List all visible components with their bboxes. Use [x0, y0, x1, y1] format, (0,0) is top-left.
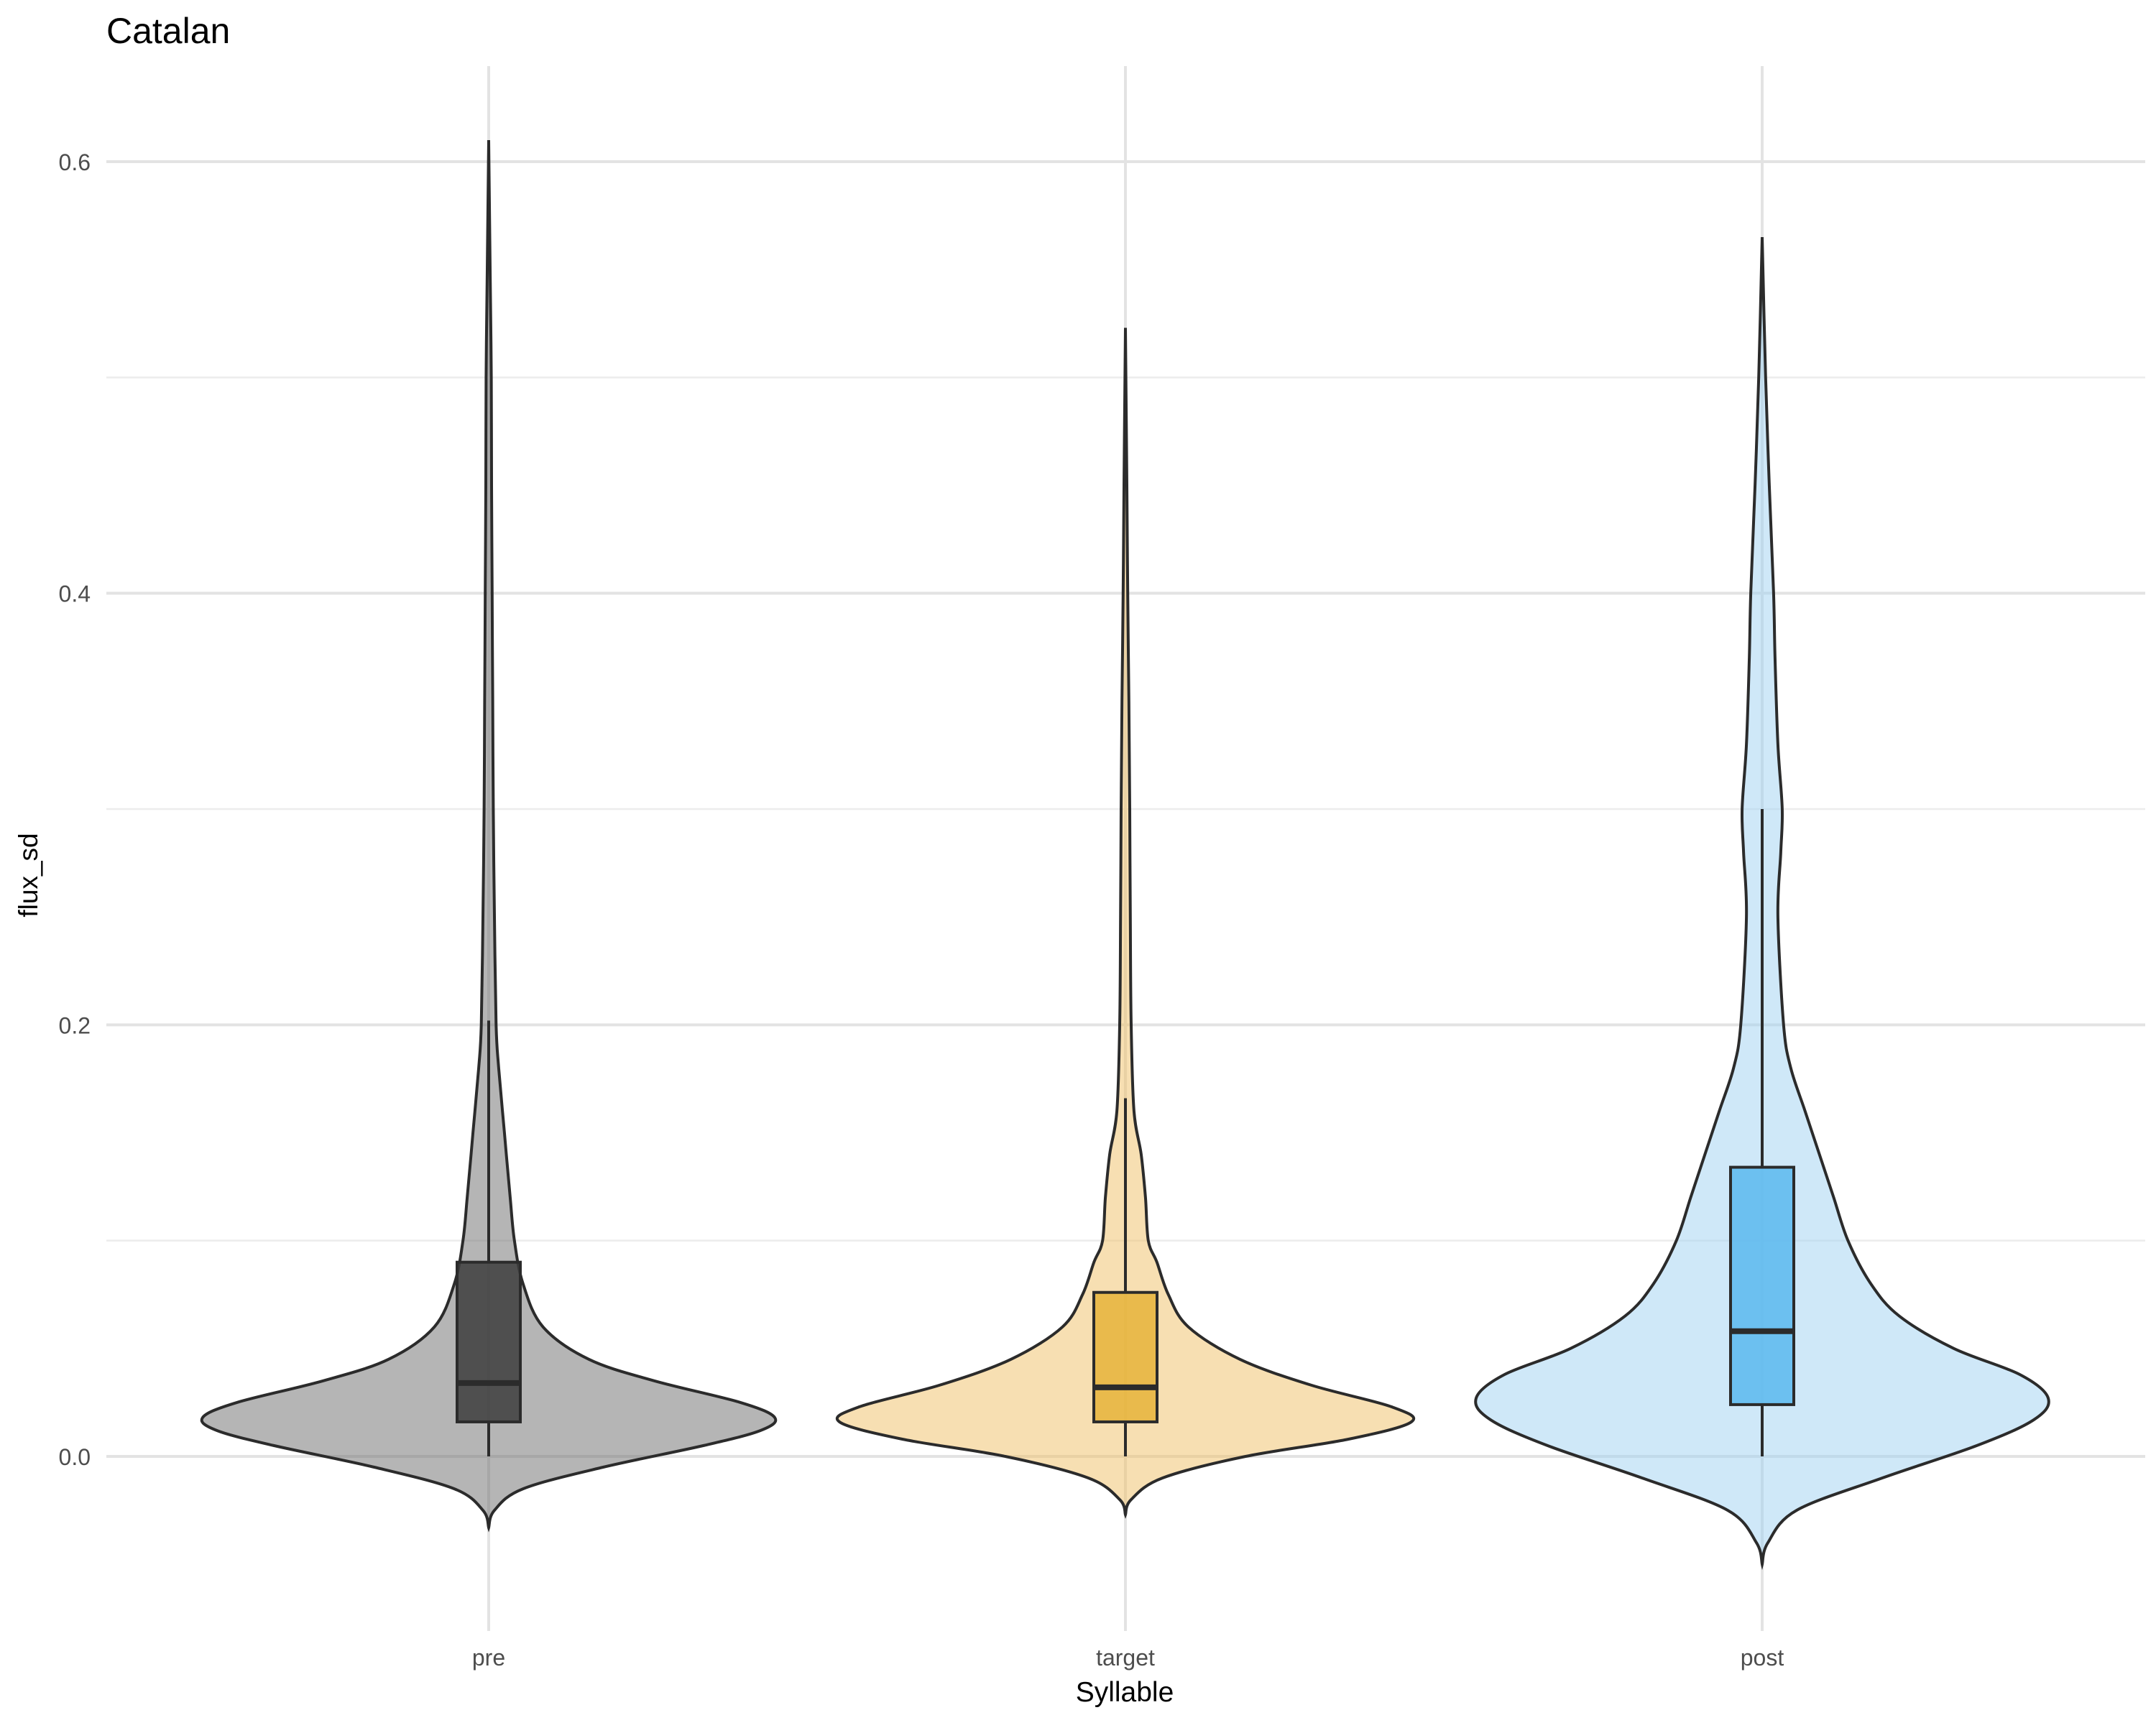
x-tick-label: target	[1096, 1645, 1155, 1671]
violin-target	[835, 328, 1416, 1519]
y-tick-label: 0.0	[59, 1444, 91, 1470]
y-tick-label: 0.6	[59, 149, 91, 175]
box-post	[1729, 1165, 1795, 1406]
x-tick-label: pre	[472, 1645, 505, 1671]
y-axis-label: flux_sd	[14, 833, 43, 918]
y-tick-label: 0.2	[59, 1012, 91, 1038]
box-target	[1092, 1290, 1158, 1423]
chart-title: Catalan	[106, 11, 231, 51]
violin-pre	[200, 139, 778, 1533]
x-axis-label: Syllable	[1075, 1677, 1174, 1708]
box-pre	[456, 1260, 522, 1423]
x-tick-label: post	[1741, 1645, 1784, 1671]
y-tick-label: 0.4	[59, 581, 91, 607]
